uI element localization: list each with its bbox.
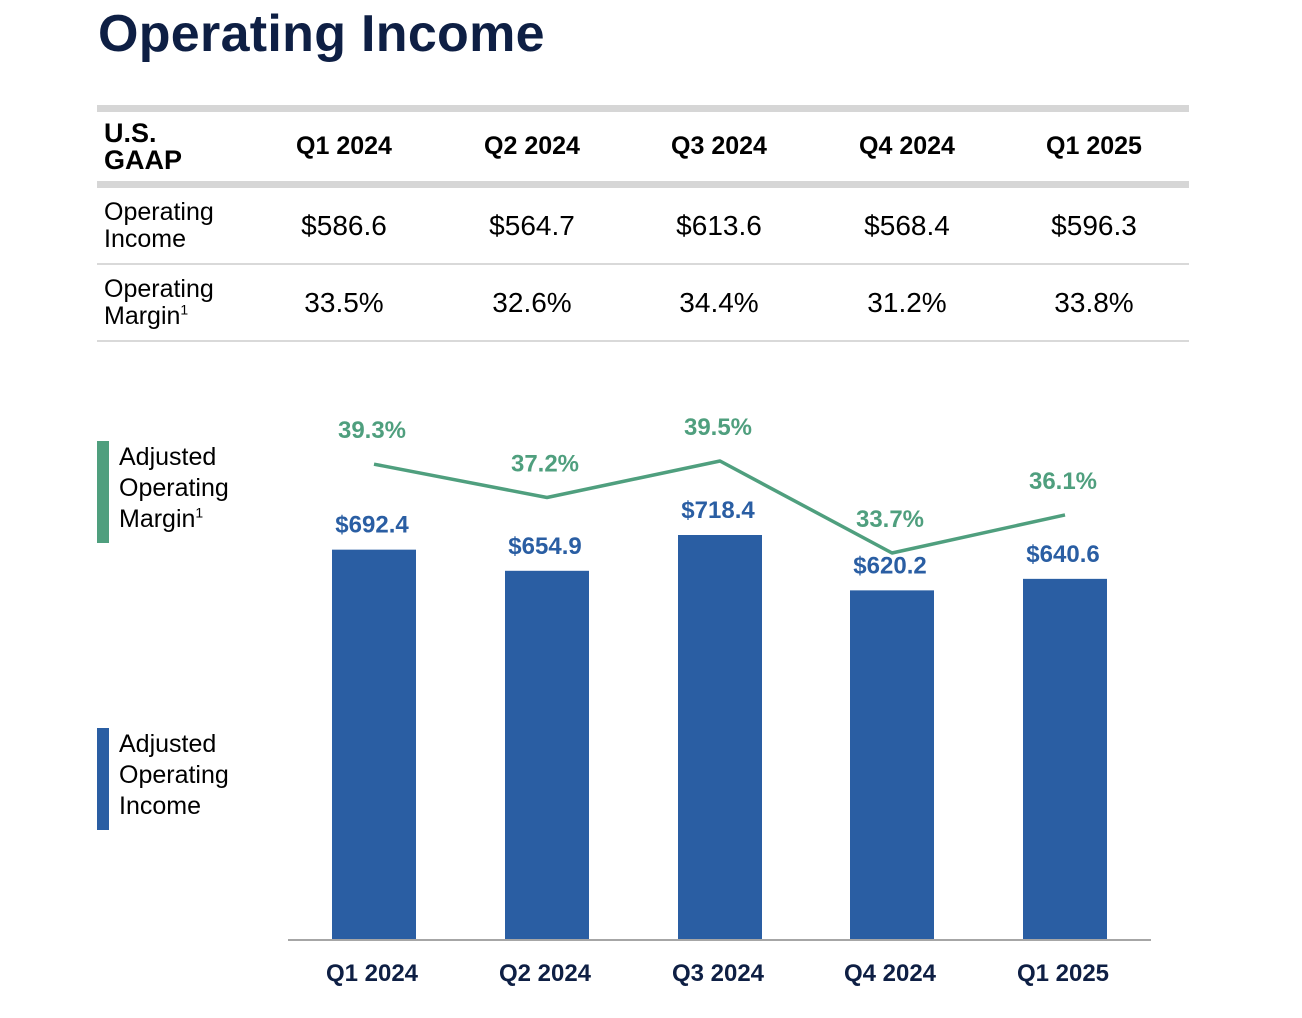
bar bbox=[1023, 578, 1107, 940]
margin-value-label: 36.1% bbox=[1029, 468, 1097, 495]
gaap-table: U.S. GAAP Q1 2024 Q2 2024 Q3 2024 Q4 202… bbox=[97, 105, 1189, 342]
bar bbox=[850, 590, 934, 940]
table-bottom-rule bbox=[97, 340, 1189, 342]
table-top-rule bbox=[97, 105, 1189, 112]
row-label-operating-margin: Operating Margin1 bbox=[104, 265, 214, 340]
corner-label-line-2: GAAP bbox=[104, 144, 183, 175]
legend-label-margin: Adjusted Operating Margin1 bbox=[119, 442, 229, 535]
table-row-rule bbox=[97, 263, 1189, 265]
table-cell: 32.6% bbox=[492, 286, 572, 318]
table-corner-label: U.S. GAAP bbox=[104, 112, 182, 181]
legend-margin-line-1: Adjusted bbox=[119, 443, 217, 471]
margin-value-label: 39.3% bbox=[338, 417, 406, 444]
legend-footnote-marker: 1 bbox=[195, 504, 204, 521]
margin-line bbox=[373, 459, 1066, 555]
table-header-row: U.S. GAAP Q1 2024 Q2 2024 Q3 2024 Q4 202… bbox=[97, 112, 1189, 181]
corner-label-line-1: U.S. bbox=[104, 117, 157, 148]
legend-swatch-income bbox=[97, 728, 109, 830]
legend-margin-line-3: Margin bbox=[119, 505, 196, 533]
bar-value-label: $654.9 bbox=[508, 533, 581, 560]
column-header-q4-2024: Q4 2024 bbox=[859, 132, 955, 160]
bar-value-label: $640.6 bbox=[1026, 541, 1099, 568]
legend-margin-line-3-wrap: Margin1 bbox=[119, 504, 229, 535]
table-cell: $564.7 bbox=[489, 209, 575, 241]
bar-value-label: $692.4 bbox=[335, 512, 409, 539]
row-label-line-1: Operating bbox=[104, 274, 214, 303]
page-title: Operating Income bbox=[98, 5, 545, 63]
x-tick-label: Q1 2025 bbox=[1017, 960, 1109, 987]
table-row-operating-income: Operating Income $586.6 $564.7 $613.6 $5… bbox=[97, 188, 1189, 263]
x-tick-label: Q3 2024 bbox=[672, 960, 765, 987]
footnote-marker: 1 bbox=[180, 301, 189, 318]
legend-margin-line-2: Operating bbox=[119, 474, 229, 502]
legend-label-income: Adjusted Operating Income bbox=[119, 729, 229, 822]
row-label-line-2: Margin bbox=[104, 301, 181, 330]
column-header-q2-2024: Q2 2024 bbox=[484, 132, 580, 160]
legend-swatch-margin bbox=[97, 441, 109, 543]
table-cell: $568.4 bbox=[864, 209, 950, 241]
bar-value-label: $718.4 bbox=[681, 497, 755, 524]
row-label-line-2: Income bbox=[104, 224, 186, 253]
column-header-q3-2024: Q3 2024 bbox=[671, 132, 767, 160]
margin-value-label: 39.5% bbox=[684, 414, 752, 441]
row-label-line-1: Operating bbox=[104, 197, 214, 226]
bar-value-label: $620.2 bbox=[853, 552, 926, 579]
margin-value-label: 33.7% bbox=[856, 506, 924, 533]
x-tick-label: Q1 2024 bbox=[326, 960, 419, 987]
table-row-operating-margin: Operating Margin1 33.5% 32.6% 34.4% 31.2… bbox=[97, 265, 1189, 340]
bar bbox=[505, 570, 589, 940]
x-tick-label: Q2 2024 bbox=[499, 960, 592, 987]
table-cell: $613.6 bbox=[676, 209, 762, 241]
table-cell: $586.6 bbox=[301, 209, 387, 241]
table-cell: 34.4% bbox=[679, 286, 759, 318]
legend-income-line-3: Income bbox=[119, 792, 201, 820]
table-cell: 31.2% bbox=[867, 286, 947, 318]
table-header-rule bbox=[97, 181, 1189, 188]
bar bbox=[332, 549, 416, 940]
legend-income-line-2: Operating bbox=[119, 761, 229, 789]
column-header-q1-2025: Q1 2025 bbox=[1046, 132, 1142, 160]
margin-value-label: 37.2% bbox=[511, 450, 579, 477]
row-label-operating-income: Operating Income bbox=[104, 188, 214, 263]
table-cell: 33.5% bbox=[304, 286, 384, 318]
column-header-q1-2024: Q1 2024 bbox=[296, 132, 392, 160]
x-tick-label: Q4 2024 bbox=[844, 960, 937, 987]
table-cell: $596.3 bbox=[1051, 209, 1137, 241]
table-cell: 33.8% bbox=[1054, 286, 1134, 318]
row-label-line-2-wrap: Margin1 bbox=[104, 301, 214, 330]
legend-income-line-1: Adjusted bbox=[119, 730, 217, 758]
bar bbox=[678, 535, 762, 940]
